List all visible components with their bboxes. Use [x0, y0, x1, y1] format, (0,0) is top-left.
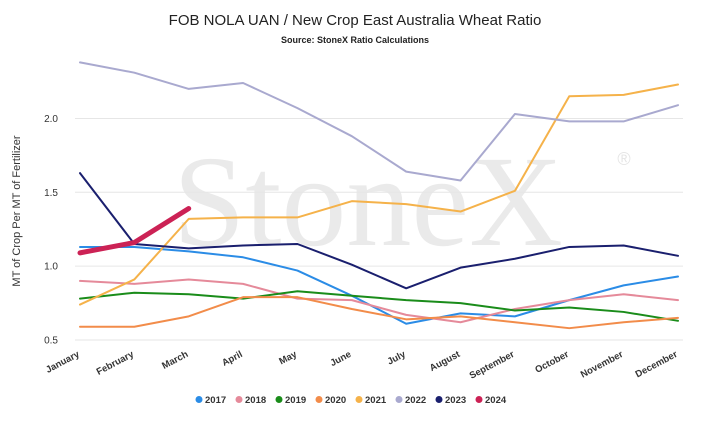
y-tick-label: 1.0 [44, 262, 58, 273]
legend-item-2018[interactable]: 2018 [235, 395, 267, 406]
x-tick-label: April [220, 349, 244, 369]
legend-swatch [315, 396, 323, 403]
series-line-2024 [77, 206, 192, 256]
y-axis-label: MT of Crop Per MT of Fertilizer [11, 135, 23, 287]
series-lines [77, 61, 679, 330]
x-tick-label: July [386, 349, 409, 368]
legend-label: 2022 [405, 395, 426, 406]
legend-item-2017[interactable]: 2017 [195, 395, 227, 406]
x-tick-label: September [468, 349, 517, 382]
x-tick-label: May [277, 349, 299, 368]
grid [75, 117, 683, 341]
series-line-2018 [79, 278, 679, 324]
x-tick-label: November [579, 349, 625, 381]
legend-item-2020[interactable]: 2020 [315, 395, 347, 406]
legend[interactable]: 2017 2018 2019 2020 2021 2022 2023 2024 [195, 395, 507, 406]
legend-swatch [355, 396, 363, 403]
chart-title: FOB NOLA UAN / New Crop East Australia W… [169, 12, 542, 29]
x-tick-label: February [95, 349, 137, 378]
series-line-2021 [79, 83, 679, 306]
x-tick-label: December [634, 349, 680, 380]
y-tick-label: 2.0 [44, 114, 58, 125]
series-line-2020 [79, 296, 679, 330]
y-tick-label: 0.5 [44, 336, 58, 347]
legend-label: 2018 [245, 395, 266, 406]
legend-item-2024[interactable]: 2024 [475, 395, 507, 406]
legend-label: 2017 [205, 395, 226, 406]
legend-label: 2020 [325, 395, 346, 406]
y-tick-label: 1.5 [44, 188, 58, 199]
legend-swatch [275, 396, 283, 403]
watermark: StoneX ® [173, 130, 631, 274]
legend-item-2021[interactable]: 2021 [355, 395, 387, 406]
legend-label: 2023 [445, 395, 466, 406]
legend-swatch [475, 396, 483, 403]
legend-swatch [235, 396, 243, 403]
legend-label: 2024 [485, 395, 507, 406]
legend-swatch [435, 396, 443, 403]
legend-label: 2019 [285, 395, 306, 406]
chart-subtitle: Source: StoneX Ratio Calculations [281, 35, 429, 45]
series-line-2022 [79, 61, 679, 182]
y-axis-ticks: 0.5 1.0 1.5 2.0 [44, 114, 58, 347]
series-line-2023 [79, 172, 679, 290]
legend-item-2022[interactable]: 2022 [395, 395, 427, 406]
x-tick-label: January [44, 349, 82, 376]
x-tick-label: June [328, 349, 353, 369]
watermark-registered-mark: ® [617, 149, 630, 169]
legend-swatch [195, 396, 203, 403]
x-tick-label: October [533, 349, 571, 376]
x-tick-label: August [428, 349, 463, 374]
x-axis-ticks: January February March April May June July Augu… [44, 349, 680, 382]
series-line-2017 [79, 245, 679, 325]
x-tick-label: March [160, 349, 190, 372]
legend-item-2019[interactable]: 2019 [275, 395, 307, 406]
legend-swatch [395, 396, 403, 403]
legend-label: 2021 [365, 395, 387, 406]
series-line-2019 [79, 290, 679, 322]
legend-item-2023[interactable]: 2023 [435, 395, 467, 406]
